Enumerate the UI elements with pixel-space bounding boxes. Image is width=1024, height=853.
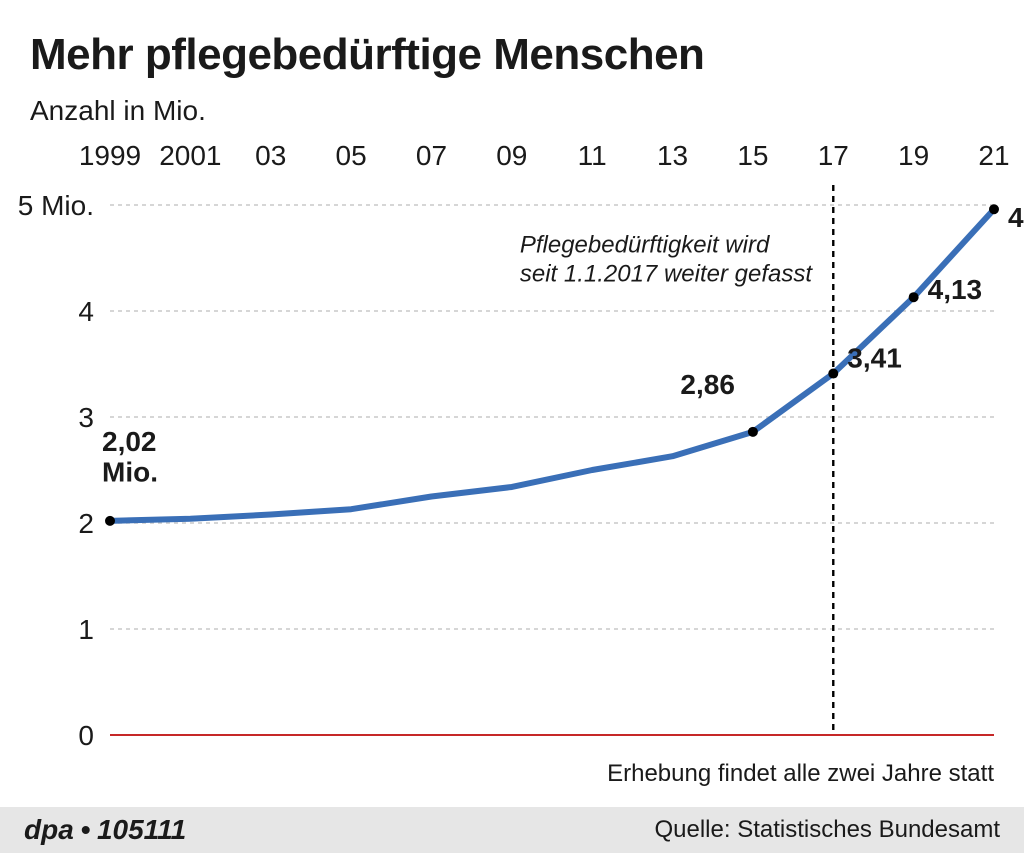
x-tick-label: 05 xyxy=(336,140,367,171)
chart-area: 1999 2001 03 05 07 09 11 13 15 17 19 21 0 1 2 3 4 5 Mio. P… xyxy=(0,135,1024,755)
data-label: 3,41 xyxy=(847,343,902,374)
x-tick-label: 21 xyxy=(978,140,1009,171)
data-label: 2,86 xyxy=(680,369,735,400)
data-label: 4,13 xyxy=(928,274,983,305)
chart-title: Mehr pflegebedürftige Menschen xyxy=(30,30,704,80)
footer-agency: dpa xyxy=(24,814,74,845)
chart-annotation: Pflegebedürftigkeit wirdseit 1.1.2017 we… xyxy=(520,232,814,288)
footer-separator: • xyxy=(80,814,90,845)
x-tick-label: 03 xyxy=(255,140,286,171)
data-marker xyxy=(989,204,999,214)
x-axis-note: Erhebung findet alle zwei Jahre statt xyxy=(607,760,994,788)
x-tick-label: 17 xyxy=(818,140,849,171)
x-tick-label: 07 xyxy=(416,140,447,171)
y-tick-label: 0 xyxy=(78,720,94,751)
data-marker xyxy=(105,516,115,526)
footer-left: dpa • 105111 xyxy=(24,814,186,846)
x-tick-label: 19 xyxy=(898,140,929,171)
x-tick-label: 1999 xyxy=(79,140,141,171)
x-tick-label: 09 xyxy=(496,140,527,171)
x-tick-label: 11 xyxy=(578,140,607,171)
line-chart: 1999 2001 03 05 07 09 11 13 15 17 19 21 0 1 2 3 4 5 Mio. P… xyxy=(0,135,1024,755)
data-marker xyxy=(748,427,758,437)
x-tick-label: 13 xyxy=(657,140,688,171)
y-tick-label: 1 xyxy=(78,614,94,645)
data-marker xyxy=(909,292,919,302)
chart-subtitle: Anzahl in Mio. xyxy=(30,95,206,127)
y-tick-label: 5 Mio. xyxy=(18,190,94,221)
x-tick-label: 2001 xyxy=(159,140,221,171)
data-marker xyxy=(828,369,838,379)
data-label: 4,96 xyxy=(1008,202,1024,233)
page-root: Mehr pflegebedürftige Menschen Anzahl in… xyxy=(0,0,1024,853)
y-tick-label: 4 xyxy=(78,296,94,327)
data-label: 2,02Mio. xyxy=(102,426,158,488)
y-tick-label: 2 xyxy=(78,508,94,539)
footer-bar: dpa • 105111 Quelle: Statistisches Bunde… xyxy=(0,807,1024,853)
x-tick-label: 15 xyxy=(737,140,768,171)
footer-code: 105111 xyxy=(97,814,186,845)
footer-source: Quelle: Statistisches Bundesamt xyxy=(654,816,1000,844)
y-tick-label: 3 xyxy=(78,402,94,433)
